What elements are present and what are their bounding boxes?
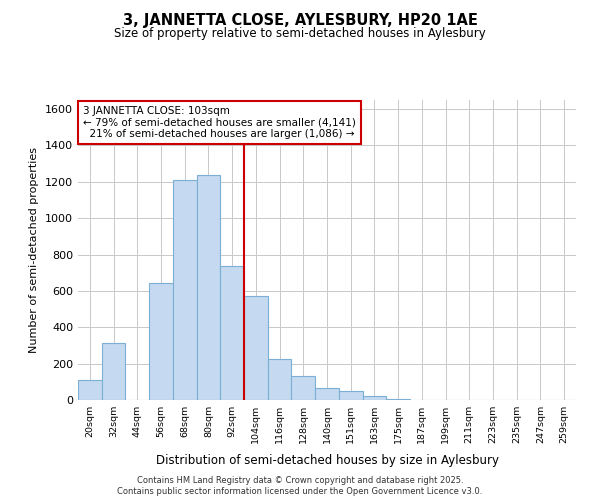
Bar	[173, 180, 197, 400]
Text: Contains public sector information licensed under the Open Government Licence v3: Contains public sector information licen…	[118, 488, 482, 496]
Bar	[149, 282, 173, 400]
Bar	[220, 266, 244, 400]
Bar	[339, 391, 362, 400]
Bar	[102, 342, 125, 400]
Y-axis label: Number of semi-detached properties: Number of semi-detached properties	[29, 147, 40, 353]
Bar	[268, 359, 292, 400]
Text: 3, JANNETTA CLOSE, AYLESBURY, HP20 1AE: 3, JANNETTA CLOSE, AYLESBURY, HP20 1AE	[122, 12, 478, 28]
Bar	[315, 388, 339, 400]
X-axis label: Distribution of semi-detached houses by size in Aylesbury: Distribution of semi-detached houses by …	[155, 454, 499, 468]
Bar	[386, 399, 410, 400]
Text: 3 JANNETTA CLOSE: 103sqm
← 79% of semi-detached houses are smaller (4,141)
  21%: 3 JANNETTA CLOSE: 103sqm ← 79% of semi-d…	[83, 106, 356, 139]
Bar	[244, 296, 268, 400]
Text: Contains HM Land Registry data © Crown copyright and database right 2025.: Contains HM Land Registry data © Crown c…	[137, 476, 463, 485]
Bar	[362, 396, 386, 400]
Bar	[292, 376, 315, 400]
Bar	[197, 176, 220, 400]
Bar	[78, 380, 102, 400]
Text: Size of property relative to semi-detached houses in Aylesbury: Size of property relative to semi-detach…	[114, 28, 486, 40]
